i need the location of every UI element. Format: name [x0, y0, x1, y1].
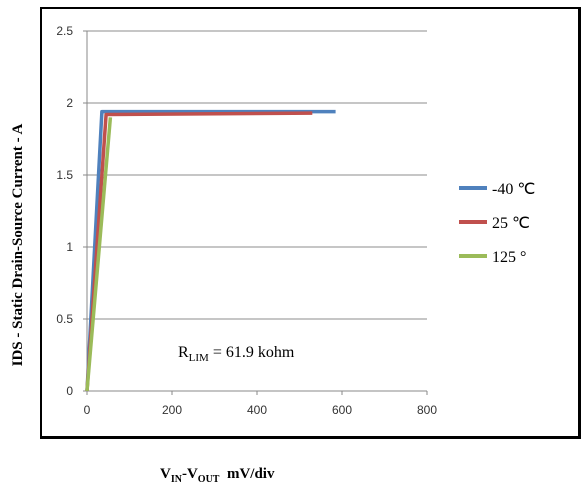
grid-lines	[87, 30, 427, 320]
x-label-v1: V	[160, 466, 171, 482]
y-tick-label: 1	[66, 240, 73, 254]
x-tick-label: 400	[247, 403, 267, 417]
y-tick-label: 0.5	[56, 312, 73, 326]
legend: -40 ℃ 25 ℃ 125 °	[459, 181, 535, 266]
x-label-sub-in: IN	[171, 474, 183, 485]
y-tick-label: 2	[66, 96, 73, 110]
y-axis-label: IDS - Static Drain-Source Current - A	[10, 123, 26, 366]
y-tick-label: 0	[66, 384, 73, 398]
legend-label: 125 °	[492, 249, 526, 266]
series-lines	[85, 109, 336, 392]
chart-frame	[40, 7, 581, 439]
x-tick-label: 0	[84, 403, 91, 417]
x-tick-label: 200	[162, 403, 182, 417]
y-tick-label: 1.5	[56, 168, 73, 182]
x-tick-labels: 0 200 400 600 800	[84, 391, 437, 417]
x-tick-label: 800	[417, 403, 437, 417]
y-tick-labels: 0 0.5 1 1.5 2 2.5	[56, 24, 87, 398]
rlim-subscript: LIM	[189, 352, 209, 364]
legend-label: -40 ℃	[492, 181, 535, 198]
series-line	[85, 117, 113, 392]
x-label-unit: mV/div	[219, 466, 275, 482]
x-tick-label: 600	[332, 403, 352, 417]
y-tick-label: 2.5	[56, 24, 73, 38]
rlim-value: = 61.9 kohm	[209, 344, 295, 361]
x-label-dash-v: -V	[182, 466, 198, 482]
x-axis-label: VIN-VOUT mV/div	[160, 466, 275, 485]
rlim-main: R	[178, 344, 189, 361]
rlim-annotation: RLIM = 61.9 kohm	[178, 344, 295, 364]
x-label-sub-out: OUT	[198, 474, 220, 485]
legend-label: 25 ℃	[492, 215, 530, 232]
